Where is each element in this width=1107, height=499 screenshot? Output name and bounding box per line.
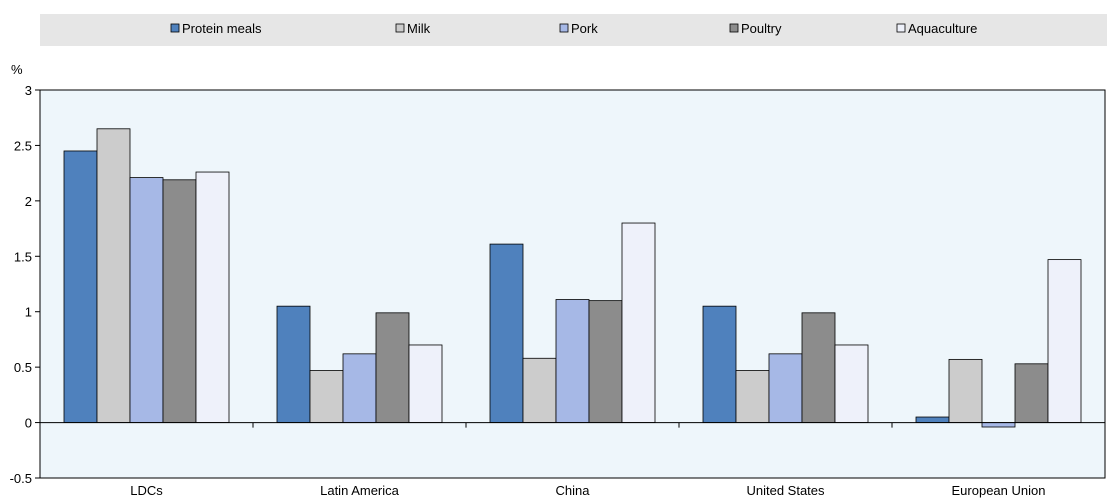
bar [63, 150, 98, 423]
x-category-label: United States [746, 483, 825, 498]
bar [1047, 259, 1082, 423]
bar [735, 370, 770, 423]
x-category-label: LDCs [130, 483, 163, 498]
y-tick-label: 3 [25, 83, 32, 98]
legend-label: Aquaculture [908, 21, 977, 36]
bar [948, 358, 983, 423]
bar [522, 357, 557, 423]
bar [621, 222, 656, 423]
bar [801, 312, 836, 423]
bars [63, 128, 1082, 428]
legend-swatch [559, 23, 569, 33]
bar [96, 128, 131, 423]
x-category-label: European Union [952, 483, 1046, 498]
bar [162, 179, 197, 423]
legend-swatch [896, 23, 906, 33]
bar [375, 312, 410, 423]
bar [834, 344, 869, 423]
y-tick-label: 1.5 [14, 249, 32, 264]
bar [489, 243, 524, 423]
bar [408, 344, 443, 423]
legend-label: Poultry [741, 21, 782, 36]
y-tick-label: 0.5 [14, 360, 32, 375]
y-tick-label: -0.5 [10, 471, 32, 486]
legend-swatch [395, 23, 405, 33]
legend-background [40, 14, 1107, 46]
bar [342, 353, 377, 423]
y-axis: -0.5 0 0.5 1 1.5 2 2.5 3 [10, 83, 40, 486]
bar [981, 422, 1016, 428]
y-tick-label: 2.5 [14, 138, 32, 153]
bar [588, 300, 623, 423]
bar [1014, 363, 1049, 423]
y-tick-label: 0 [25, 416, 32, 431]
bar [195, 171, 230, 423]
y-tick-label: 1 [25, 305, 32, 320]
legend-label: Pork [571, 21, 598, 36]
bar [768, 353, 803, 423]
bar [702, 305, 737, 423]
legend: Protein meals Milk Pork Poultry Aquaculture [170, 21, 977, 36]
legend-label: Protein meals [182, 21, 262, 36]
y-tick-label: 2 [25, 194, 32, 209]
legend-swatch [170, 23, 180, 33]
legend-swatch [729, 23, 739, 33]
x-category-label: China [556, 483, 591, 498]
x-category-label: Latin America [320, 483, 400, 498]
bar [555, 299, 590, 423]
bar [309, 370, 344, 423]
x-axis: LDCs Latin America China United States Europ… [130, 422, 1046, 498]
bar [915, 416, 950, 423]
y-unit-label: % [11, 62, 23, 77]
legend-label: Milk [407, 21, 431, 36]
bar [276, 305, 311, 423]
bar [129, 177, 164, 423]
